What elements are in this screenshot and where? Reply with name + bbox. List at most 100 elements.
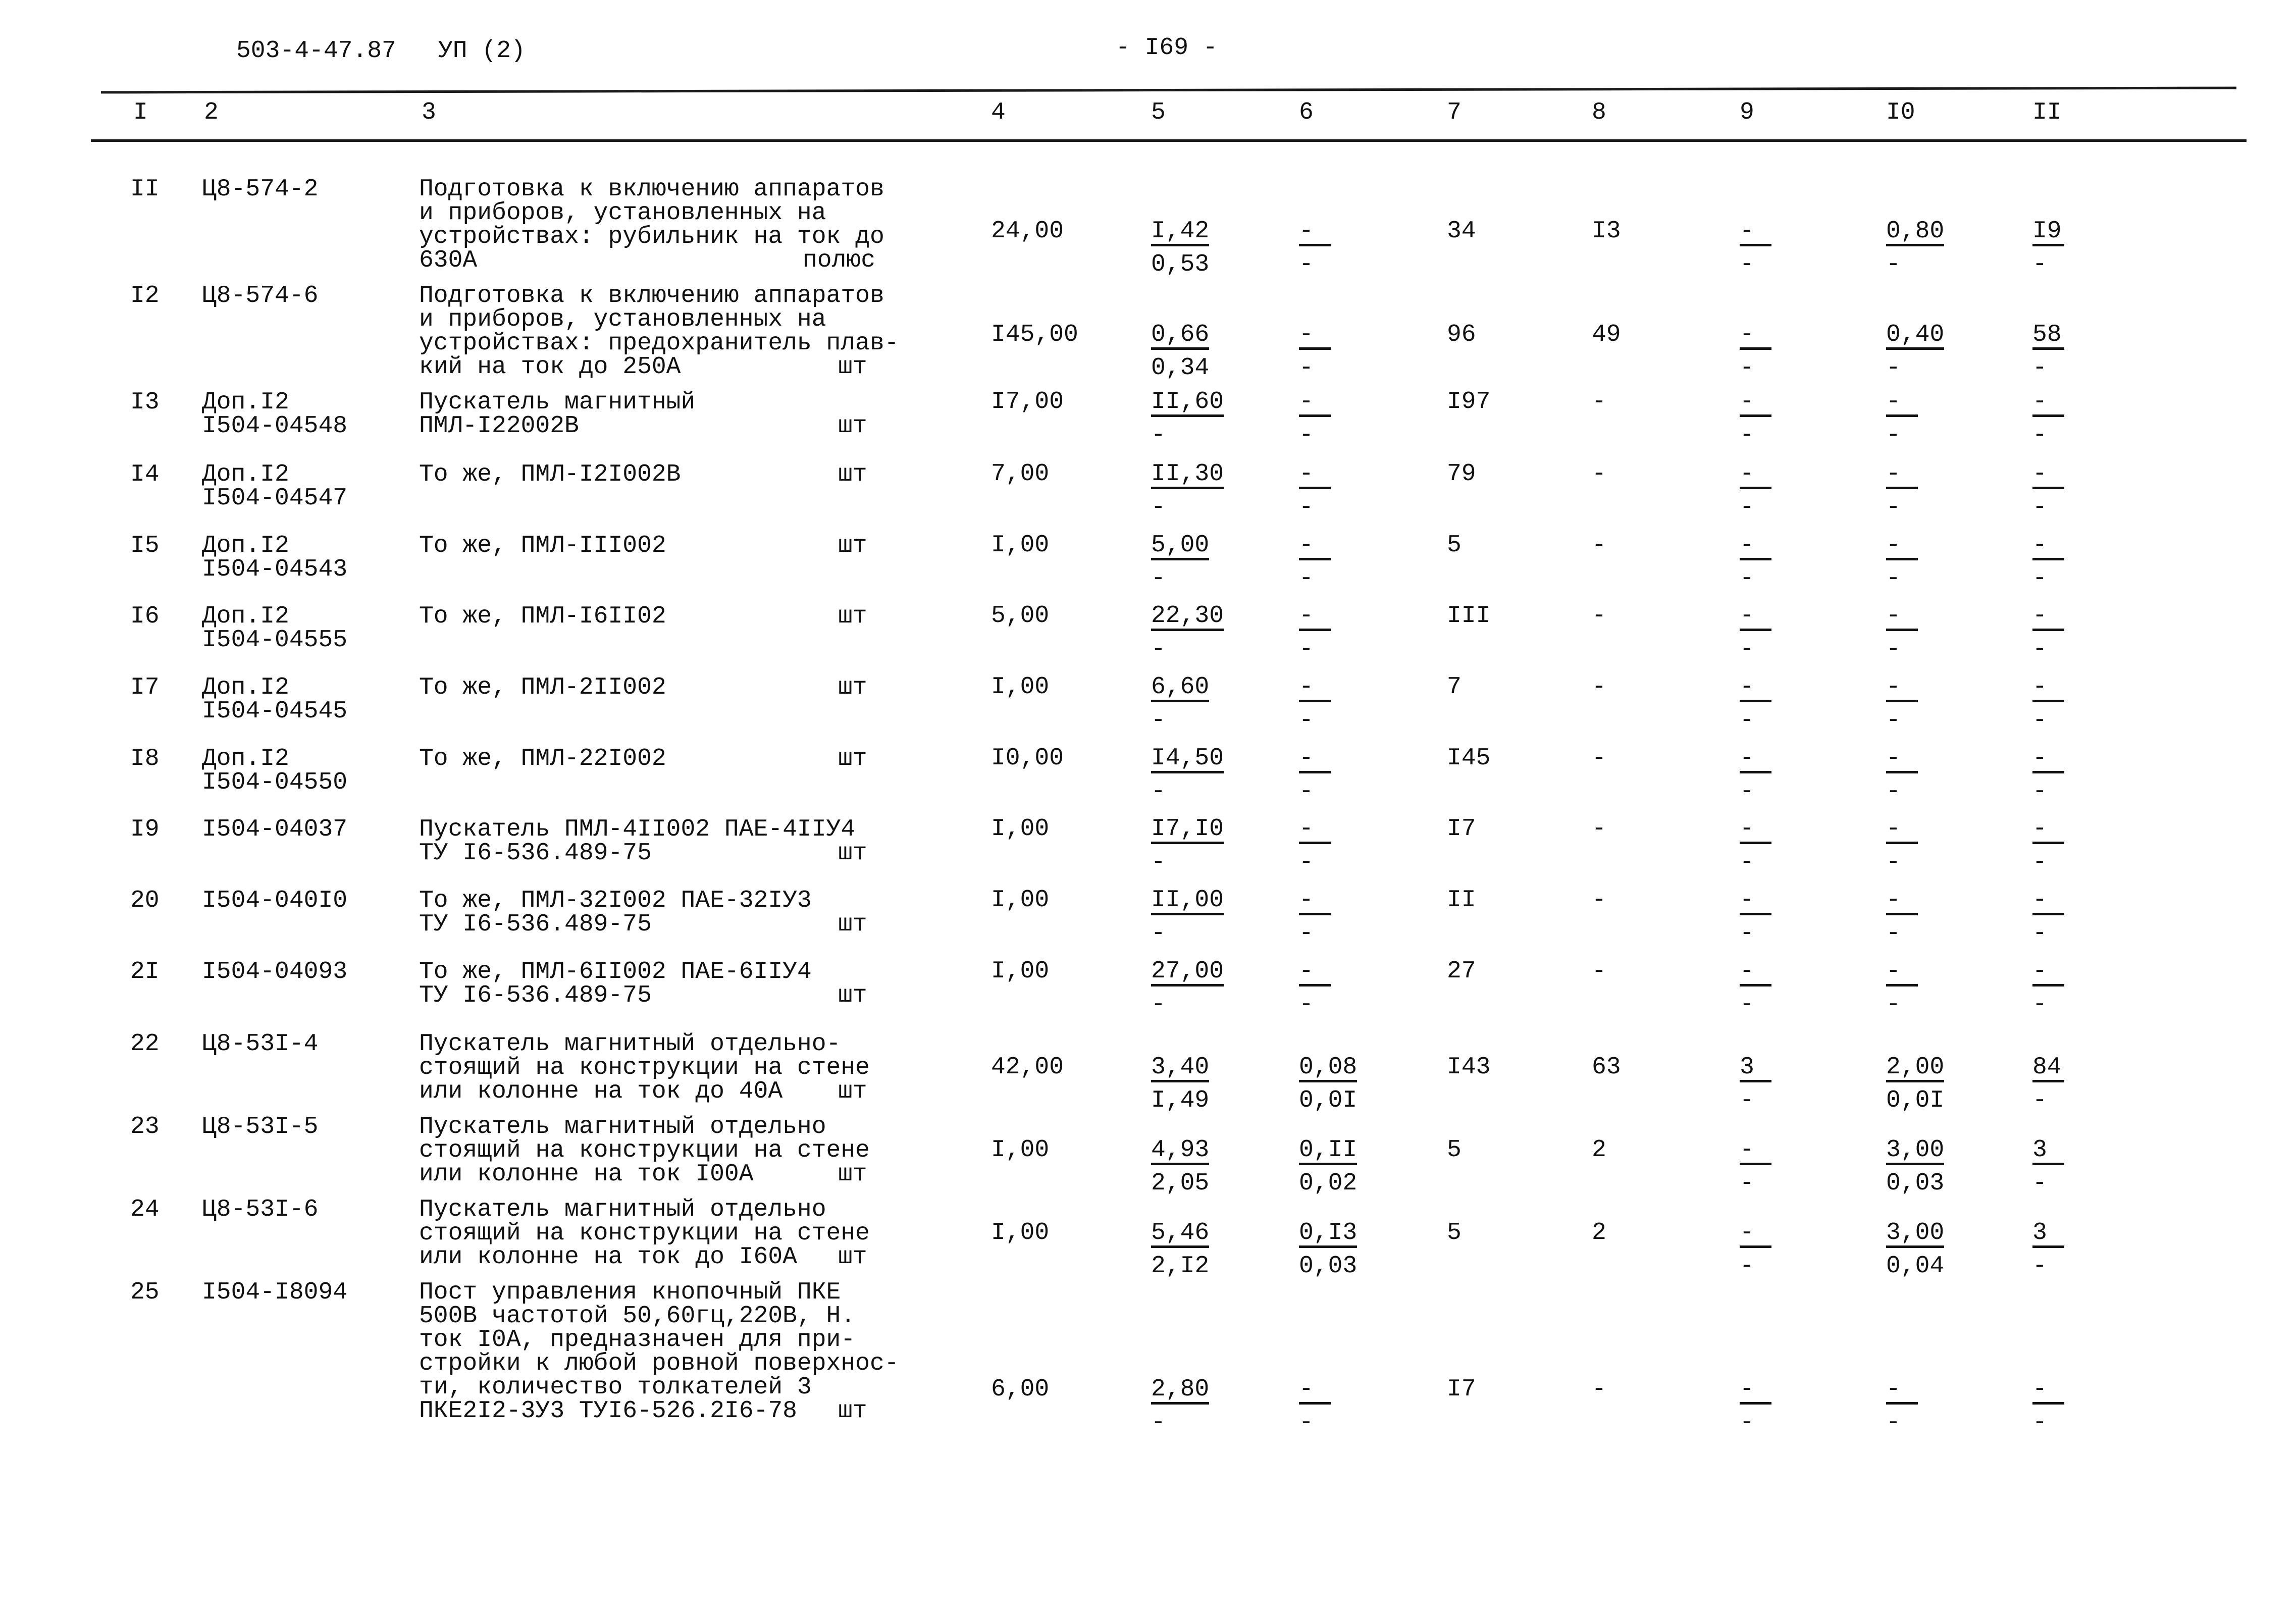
value-top-text: - [1299, 674, 1331, 702]
description-text: ТУ I6-536.489-75 [419, 982, 652, 1009]
value-top-text: 22,30 [1151, 603, 1224, 631]
value-bottom: - [1151, 636, 1166, 663]
value-top-text: 24,00 [991, 218, 1064, 245]
value-top-text: - [1886, 674, 1918, 702]
value-bottom: 0,0I [1886, 1087, 1945, 1114]
value-top-text: 5,46 [1151, 1220, 1210, 1248]
row-number-text: I3 [130, 389, 160, 416]
price-code: Доп.I2 [202, 676, 289, 700]
price-code-text: I504-040I0 [202, 887, 348, 914]
value-cell: - [1592, 388, 1606, 416]
price-code-text: I504-04548 [202, 412, 348, 440]
value-top: - [1299, 602, 1331, 631]
value-cell: -- [1740, 217, 1772, 279]
value-top: - [1740, 957, 1772, 986]
row-number: 2I [130, 960, 160, 984]
value-top-text: 3,00 [1886, 1220, 1945, 1248]
description-text: и приборов, установленных на [419, 199, 826, 227]
value-cell: 2 [1592, 1219, 1606, 1247]
value-top-text: - [1299, 461, 1331, 489]
value-cell: -- [1886, 744, 1918, 806]
column-header-label: 5 [1151, 99, 1166, 126]
price-code-text: Ц8-53I-6 [202, 1196, 319, 1223]
description-text: ТУ I6-536.489-75 [419, 840, 652, 867]
value-cell: 2 [1592, 1136, 1606, 1164]
value-top-text: 5,00 [1151, 533, 1210, 560]
value-top-text: - [1740, 1220, 1772, 1248]
value-bottom: - [1740, 707, 1754, 734]
row-number: 23 [130, 1115, 160, 1139]
value-top: I7,I0 [1151, 815, 1224, 844]
value-bottom: - [1151, 565, 1166, 592]
value-bottom: - [1740, 1409, 1754, 1436]
value-top: 2,00 [1886, 1053, 1945, 1082]
description-line: 500В частотой 50,60гц,220В, Н. [419, 1304, 855, 1328]
value-cell: -- [1299, 388, 1331, 449]
row-number: 24 [130, 1198, 160, 1222]
value-top-text: I,00 [991, 1136, 1050, 1164]
value-top-text: 5 [1447, 1136, 1462, 1164]
value-top-text: 6,00 [991, 1376, 1050, 1403]
value-cell: 96 [1447, 321, 1476, 349]
unit-text: шт [838, 1397, 867, 1425]
value-cell: I3 [1592, 217, 1621, 245]
value-top-text: 5 [1447, 532, 1462, 559]
price-code: I504-04547 [202, 486, 347, 510]
value-cell: 2,80 - [1151, 1375, 1210, 1437]
document-code: 503-4-47.87 [236, 37, 396, 65]
row-number: I6 [130, 604, 160, 629]
value-top-text: - [2032, 1377, 2065, 1405]
value-cell: 49 [1592, 321, 1621, 349]
value-bottom: - [1886, 494, 1901, 521]
value-cell: 3- [2032, 1136, 2065, 1198]
value-top-text: III [1447, 602, 1491, 630]
value-cell: -- [1299, 602, 1331, 663]
column-header-label: I0 [1886, 99, 1915, 126]
value-top: - [1886, 815, 1918, 844]
row-number: I3 [130, 389, 160, 416]
price-code: I504-04555 [202, 628, 347, 652]
price-code: Ц8-53I-5 [202, 1115, 318, 1139]
value-top: - [1299, 321, 1331, 350]
value-top: 2 [1592, 1219, 1606, 1247]
value-top: - [1740, 744, 1772, 773]
value-cell: -- [1299, 815, 1331, 876]
column-header-label: 7 [1447, 99, 1462, 126]
description-line: или колонне на ток I00А [419, 1162, 754, 1186]
value-bottom: - [1299, 920, 1314, 947]
unit-text: шт [838, 353, 867, 381]
description-text: То же, ПМЛ-6II002 ПАЕ-6IIУ4 [419, 958, 812, 985]
value-bottom: - [1740, 636, 1754, 663]
unit-text: шт [838, 1243, 867, 1271]
unit-of-measure: шт [838, 676, 867, 700]
column-header: 6 [1299, 100, 1314, 125]
value-top-text: - [2032, 533, 2065, 560]
description-line: устройствах: рубильник на ток до [419, 225, 884, 249]
column-header: 8 [1592, 100, 1606, 125]
description-text: То же, ПМЛ-I2I002В [419, 461, 681, 488]
value-top: II,30 [1151, 460, 1224, 489]
value-top: - [1886, 957, 1918, 986]
value-bottom: - [1299, 565, 1314, 592]
value-cell: -- [1299, 673, 1331, 735]
value-top-text: 0,08 [1299, 1055, 1358, 1082]
description-line: и приборов, установленных на [419, 307, 826, 332]
value-top: - [1740, 388, 1772, 417]
value-bottom: - [1886, 565, 1901, 592]
value-bottom: - [2032, 991, 2047, 1018]
value-top-text: 5 [1447, 1219, 1462, 1247]
row-number-text: I2 [130, 282, 160, 309]
value-cell: 2,00 0,0I [1886, 1053, 1945, 1115]
price-code: Ц8-53I-4 [202, 1032, 318, 1056]
value-bottom: - [1151, 778, 1166, 805]
row-number-text: 24 [130, 1196, 160, 1223]
value-top-text: 7 [1447, 673, 1462, 701]
value-bottom: - [1299, 636, 1314, 663]
value-top-text: 2,80 [1151, 1377, 1210, 1405]
price-code: I504-04550 [202, 770, 347, 795]
value-cell: I4,50 - [1151, 744, 1224, 806]
value-top-text: - [2032, 959, 2065, 986]
description-text: или колонне на ток до 40А [419, 1078, 783, 1105]
value-top-text: - [1299, 888, 1331, 915]
price-code: Доп.I2 [202, 534, 289, 558]
